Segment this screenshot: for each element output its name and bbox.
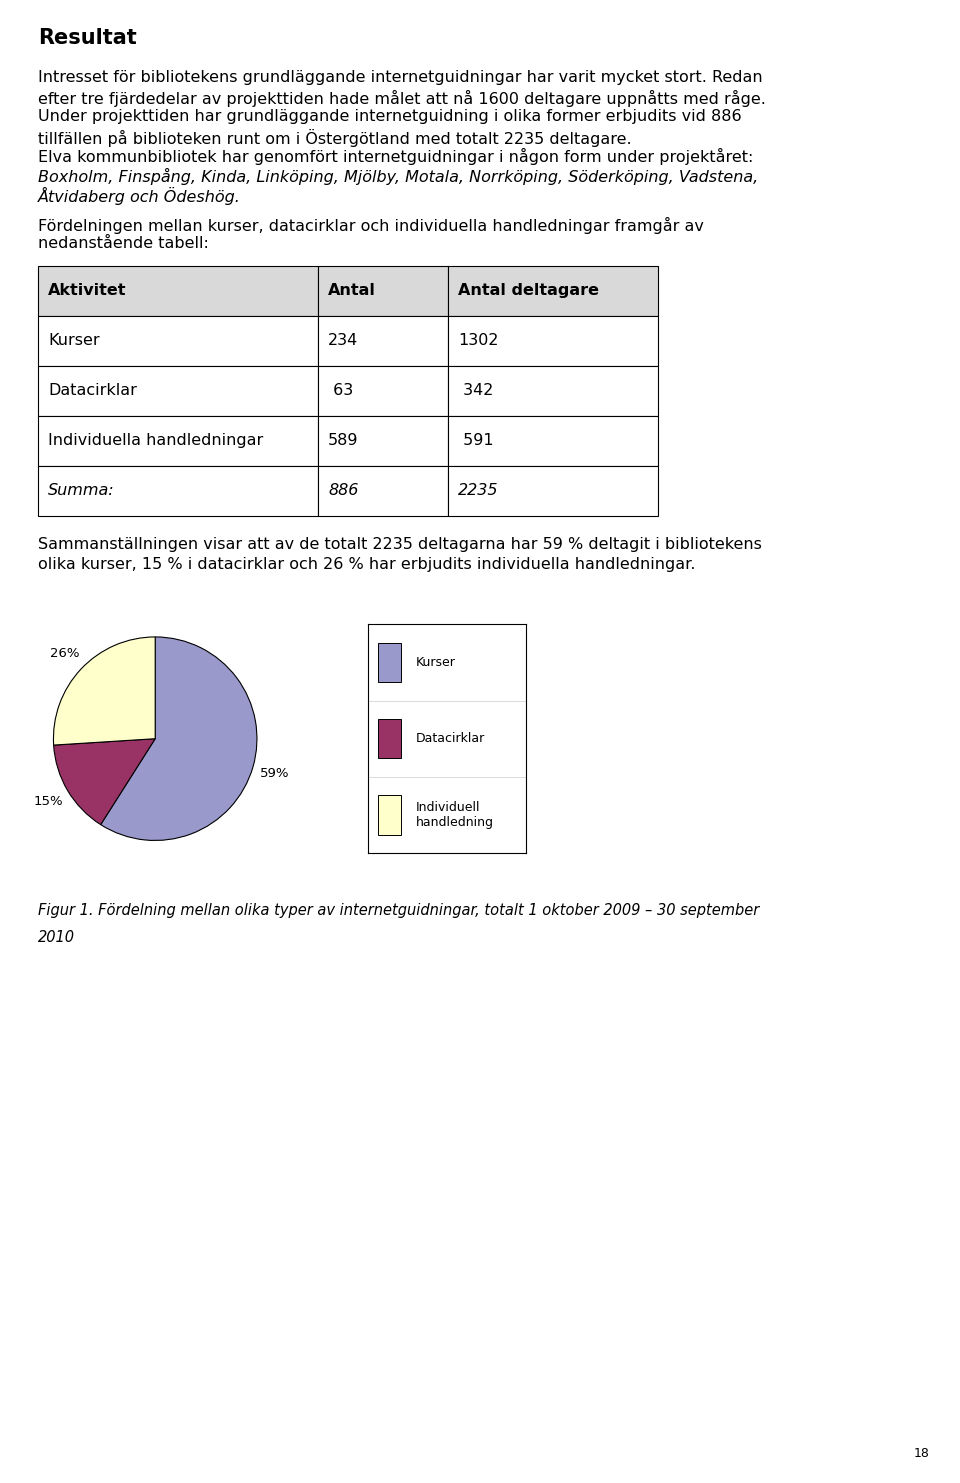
Text: 1302: 1302	[458, 334, 498, 349]
Text: Boxholm, Finspång, Kinda, Linköping, Mjölby, Motala, Norrköping, Söderköping, Va: Boxholm, Finspång, Kinda, Linköping, Mjö…	[38, 168, 758, 184]
Text: 18: 18	[914, 1447, 930, 1459]
Text: Resultat: Resultat	[38, 28, 136, 47]
Text: 59%: 59%	[259, 767, 289, 780]
Wedge shape	[54, 739, 156, 825]
Text: Figur 1. Fördelning mellan olika typer av internetguidningar, totalt 1 oktober 2: Figur 1. Fördelning mellan olika typer a…	[38, 903, 759, 918]
Wedge shape	[101, 636, 257, 841]
Text: Datacirklar: Datacirklar	[416, 733, 485, 744]
Text: Sammanställningen visar att av de totalt 2235 deltagarna har 59 % deltagit i bib: Sammanställningen visar att av de totalt…	[38, 537, 762, 553]
Text: Fördelningen mellan kurser, datacirklar och individuella handledningar framgår a: Fördelningen mellan kurser, datacirklar …	[38, 217, 704, 233]
Text: Antal deltagare: Antal deltagare	[458, 283, 599, 298]
Text: Summa:: Summa:	[48, 483, 114, 498]
Text: 886: 886	[328, 483, 358, 498]
Text: 2010: 2010	[38, 930, 75, 945]
Wedge shape	[54, 636, 156, 744]
Text: 2235: 2235	[458, 483, 498, 498]
Text: olika kurser, 15 % i datacirklar och 26 % har erbjudits individuella handledning: olika kurser, 15 % i datacirklar och 26 …	[38, 558, 695, 572]
Text: Åtvidaberg och Ödeshög.: Åtvidaberg och Ödeshög.	[38, 187, 241, 205]
Text: Individuella handledningar: Individuella handledningar	[48, 433, 263, 448]
Text: 63: 63	[328, 383, 353, 397]
Text: efter tre fjärdedelar av projekttiden hade målet att nå 1600 deltagare uppnåtts : efter tre fjärdedelar av projekttiden ha…	[38, 89, 766, 107]
Text: Aktivitet: Aktivitet	[48, 283, 127, 298]
Text: Intresset för bibliotekens grundläggande internetguidningar har varit mycket sto: Intresset för bibliotekens grundläggande…	[38, 70, 762, 85]
Text: 342: 342	[458, 383, 493, 397]
Text: Under projekttiden har grundläggande internetguidning i olika former erbjudits v: Under projekttiden har grundläggande int…	[38, 108, 742, 125]
Text: 15%: 15%	[34, 795, 63, 808]
Text: 26%: 26%	[50, 647, 80, 660]
Bar	[377, 795, 401, 835]
Text: Kurser: Kurser	[48, 334, 100, 349]
Text: tillfällen på biblioteken runt om i Östergötland med totalt 2235 deltagare.: tillfällen på biblioteken runt om i Öste…	[38, 129, 632, 147]
Text: Elva kommunbibliotek har genomfört internetguidningar i någon form under projekt: Elva kommunbibliotek har genomfört inter…	[38, 148, 754, 165]
Bar	[377, 642, 401, 682]
Text: 589: 589	[328, 433, 358, 448]
Text: Individuell
handledning: Individuell handledning	[416, 801, 493, 829]
Text: Datacirklar: Datacirklar	[48, 383, 137, 397]
Text: 591: 591	[458, 433, 493, 448]
Text: Kurser: Kurser	[416, 655, 455, 669]
Text: Antal: Antal	[328, 283, 376, 298]
Text: nedanstående tabell:: nedanstående tabell:	[38, 236, 209, 251]
Bar	[377, 719, 401, 758]
Text: 234: 234	[328, 334, 358, 349]
